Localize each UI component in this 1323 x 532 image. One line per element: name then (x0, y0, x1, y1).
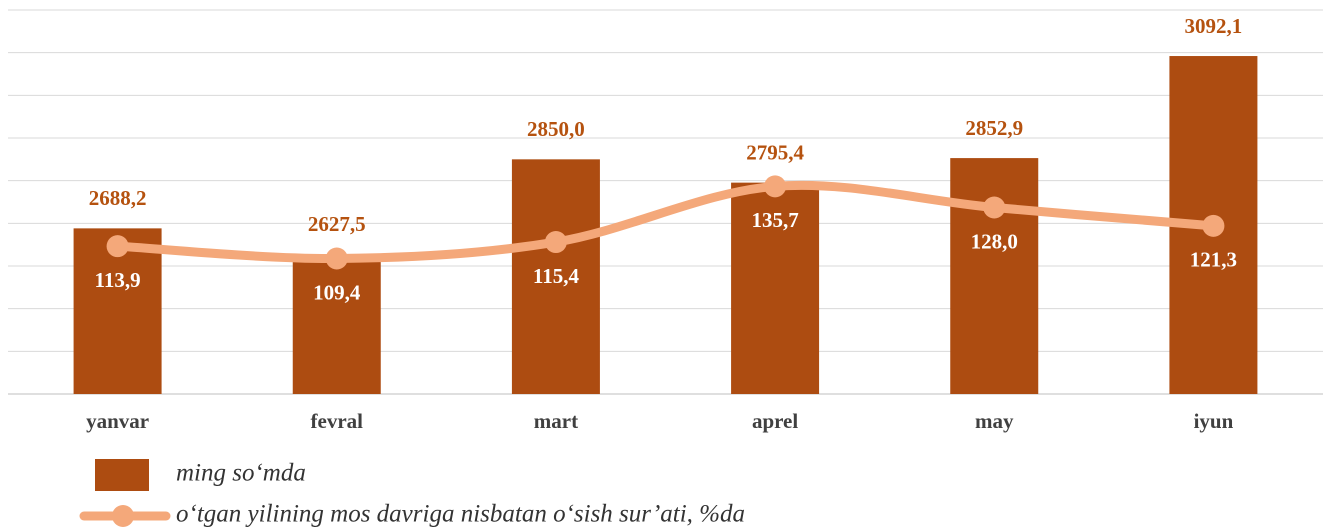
bar (950, 158, 1039, 394)
x-tick-label: yanvar (86, 409, 149, 433)
x-tick-label: iyun (1194, 409, 1234, 433)
bar-value-label: 2627,5 (308, 212, 366, 236)
line-marker (983, 196, 1006, 219)
line (113, 180, 1218, 264)
line-marker (544, 231, 567, 254)
x-tick-label: may (975, 409, 1014, 433)
line-value-label: 113,9 (95, 268, 141, 292)
legend-swatch (95, 459, 149, 491)
line-marker (764, 175, 787, 198)
bar (511, 159, 600, 394)
legend-label: o‘tgan yilining mos davriga nisbatan o‘s… (176, 501, 745, 528)
legend-label: ming so‘mda (176, 460, 306, 487)
bar-value-label: 2795,4 (746, 140, 804, 164)
line-marker (106, 235, 129, 258)
line-value-label: 109,4 (313, 280, 361, 304)
bar-value-label: 2688,2 (89, 186, 147, 210)
line-value-label: 115,4 (533, 264, 580, 288)
line-marker (325, 247, 348, 270)
bar-value-label: 3092,1 (1185, 14, 1243, 38)
line-marker (1202, 214, 1225, 237)
line-value-label: 128,0 (971, 229, 1018, 253)
line-value-label: 135,7 (751, 208, 798, 232)
line-value-label: 121,3 (1190, 248, 1237, 272)
x-tick-label: aprel (752, 409, 798, 433)
legend-marker (112, 505, 134, 527)
x-tick-label: mart (534, 409, 578, 433)
x-tick-label: fevral (311, 409, 364, 433)
bar-value-label: 2850,0 (527, 117, 585, 141)
bar-value-label: 2852,9 (965, 116, 1023, 140)
bar (731, 182, 820, 394)
bar (292, 254, 381, 394)
